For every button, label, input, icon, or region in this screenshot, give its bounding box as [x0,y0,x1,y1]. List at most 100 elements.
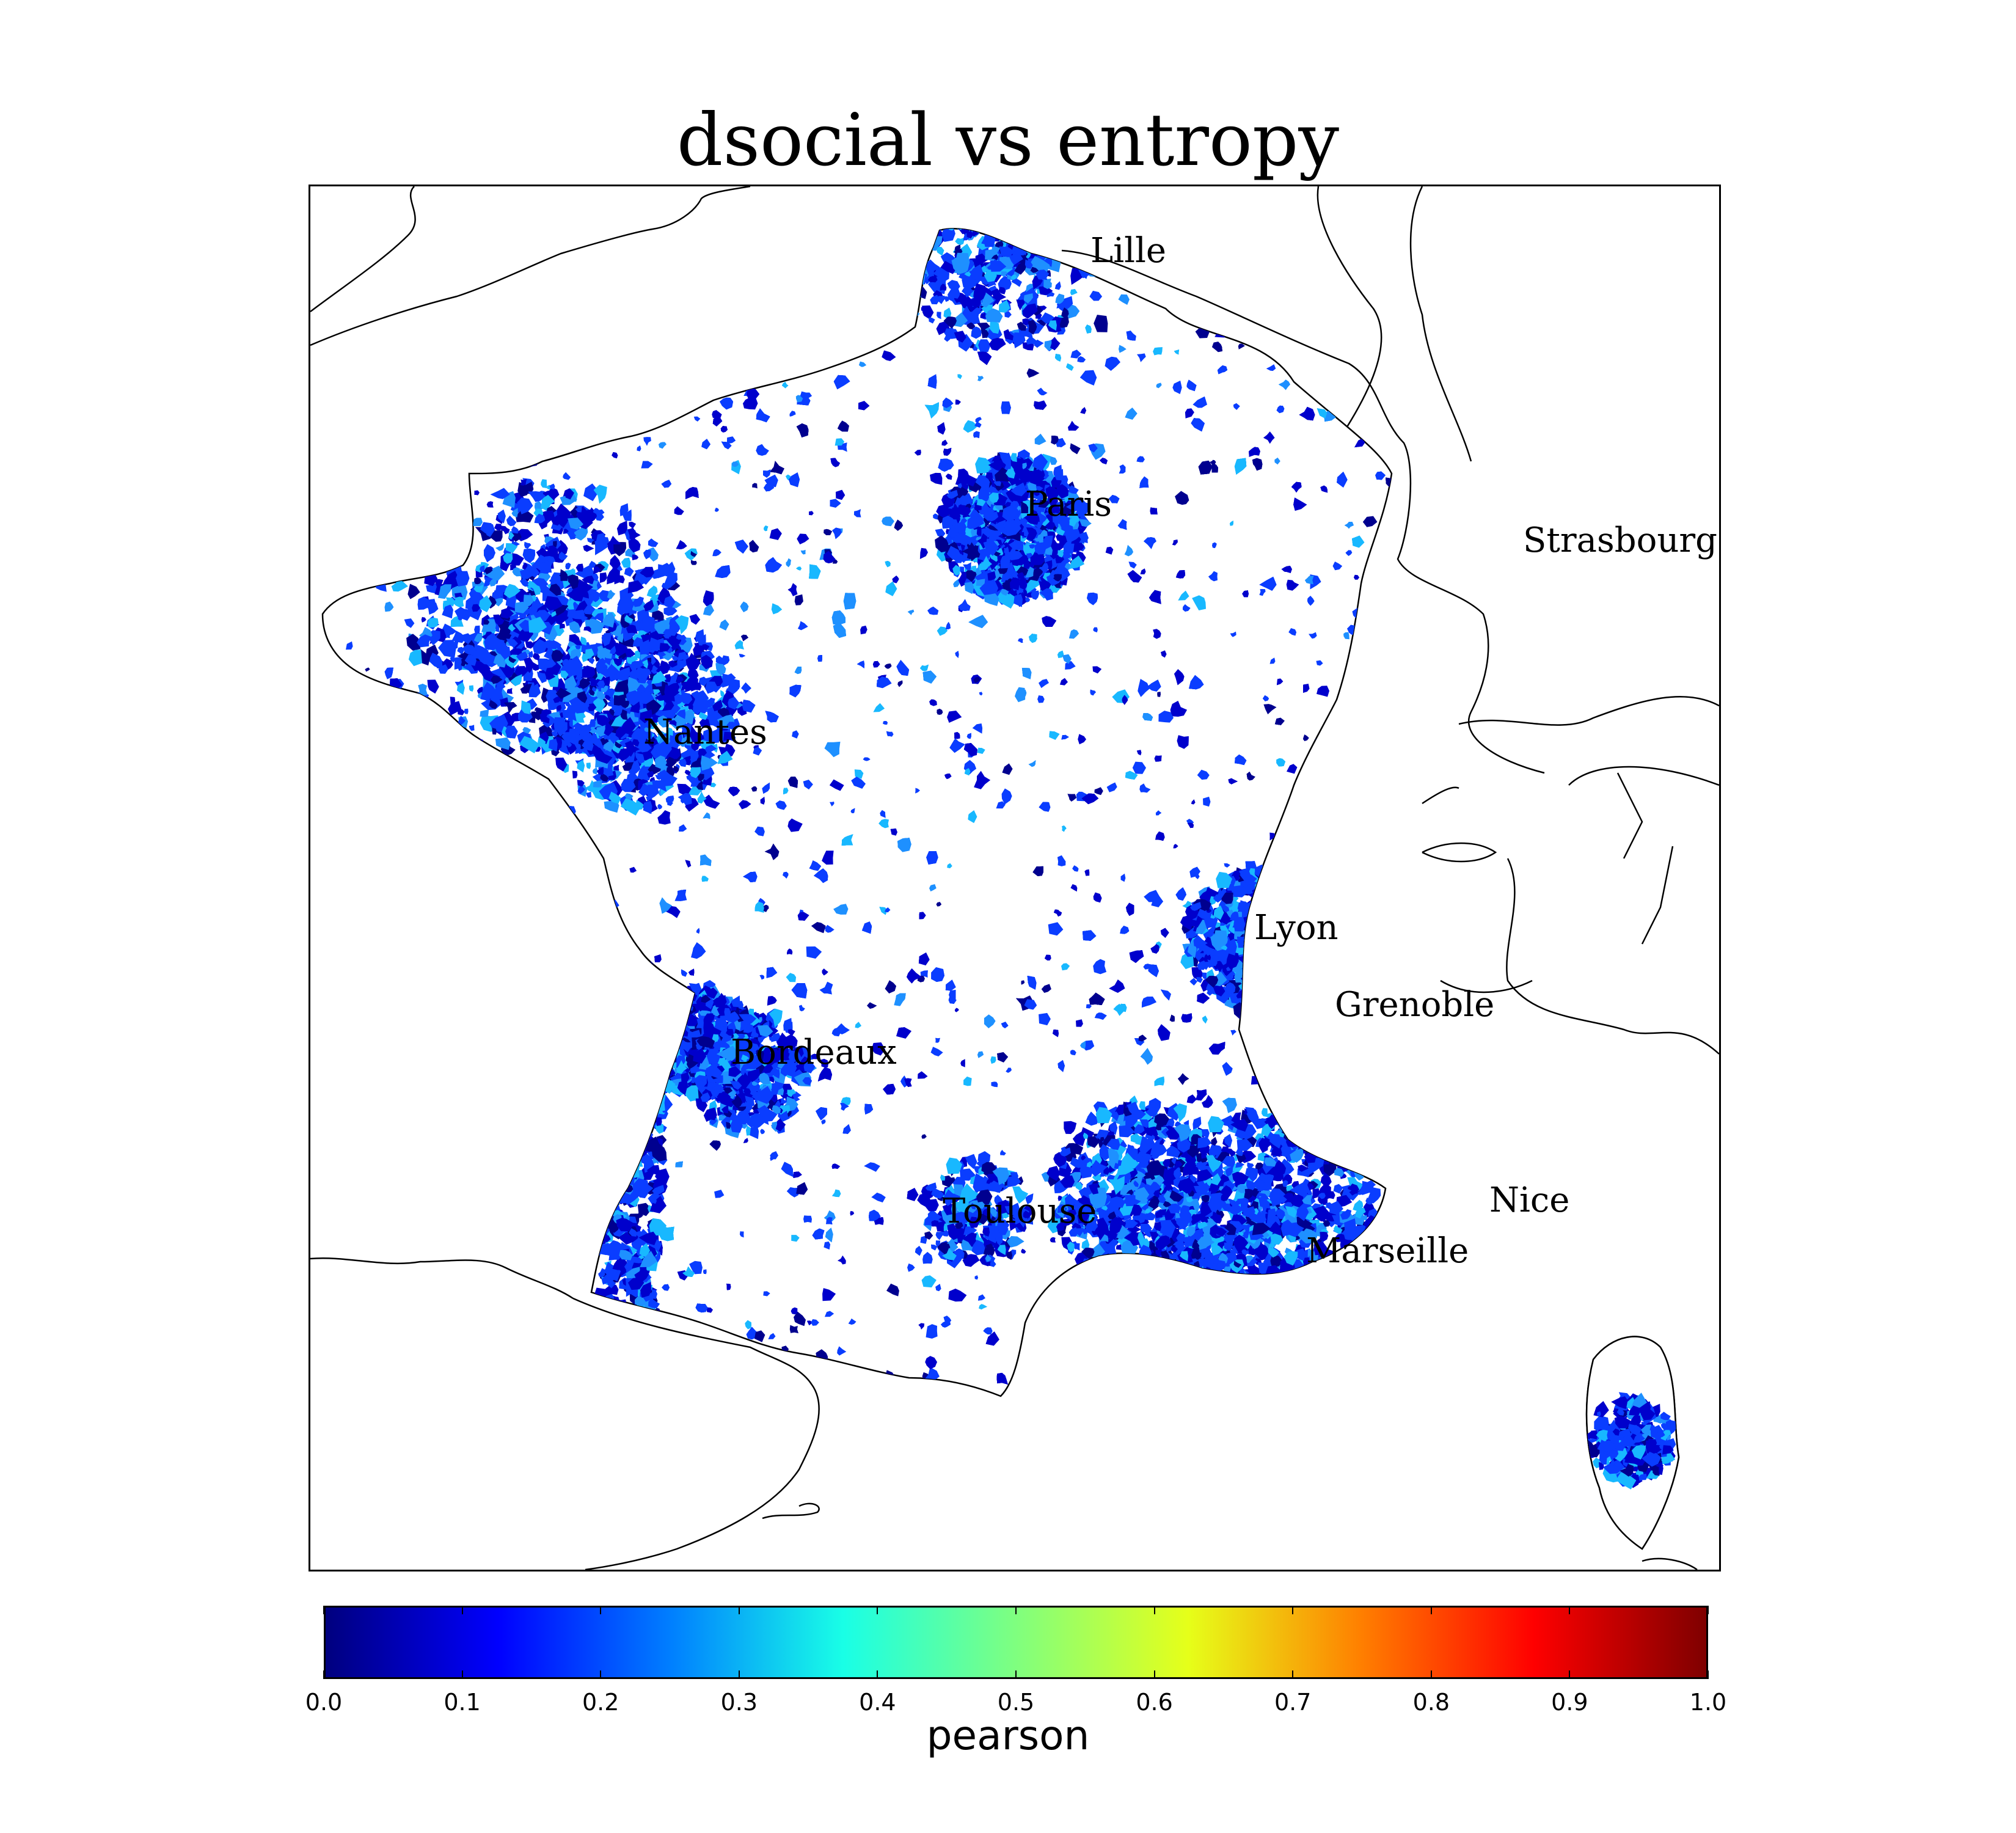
commune-patch [540,1080,546,1086]
commune-patch [792,345,797,348]
commune-patch [1386,1275,1398,1289]
commune-patch [479,804,485,808]
commune-patch [1101,1384,1108,1390]
commune-patch [792,345,797,348]
commune-patch [596,354,612,370]
commune-patch [972,723,983,734]
commune-patch [519,969,537,984]
commune-patch [1363,878,1372,887]
commune-patch [637,1397,650,1409]
commune-patch [589,1315,596,1324]
commune-patch [497,921,503,926]
switzerland-border [1458,695,1719,945]
commune-patch [1382,574,1390,580]
commune-patch [330,517,342,528]
commune-patch [1329,1031,1343,1042]
commune-patch [515,381,524,390]
commune-patch [601,1004,607,1011]
commune-patch [391,319,401,330]
commune-patch [447,503,452,507]
commune-patch [637,1397,650,1409]
commune-patch [506,801,512,804]
commune-patch [1211,232,1218,238]
commune-patch [428,549,437,560]
commune-patch [698,395,706,404]
commune-patch [1139,1325,1144,1330]
commune-patch [822,851,834,865]
commune-patch [447,503,452,507]
commune-patch [428,907,436,916]
commune-patch [668,1331,682,1347]
commune-patch [1372,807,1387,822]
commune-patch [445,1103,453,1113]
commune-patch [1264,1364,1271,1372]
commune-patch [421,1005,429,1013]
commune-patch [561,940,566,945]
commune-patch [535,1369,541,1374]
commune-patch [1106,1362,1117,1372]
commune-patch [575,1063,588,1074]
commune-patch [349,690,357,699]
commune-patch [560,1135,571,1149]
commune-patch [1378,1287,1389,1299]
commune-patch [893,271,898,277]
commune-patch [568,1385,583,1397]
commune-patch [1166,1265,1175,1278]
commune-patch [1356,689,1368,702]
commune-patch [764,302,781,315]
commune-patch [1156,382,1162,389]
commune-patch [474,1374,480,1381]
commune-patch [387,1365,400,1378]
commune-patch [468,779,479,792]
commune-patch [1026,368,1040,378]
commune-patch [328,1169,343,1187]
commune-patch [1186,1358,1200,1374]
commune-patch [433,885,451,900]
commune-patch [786,973,797,982]
commune-patch [1186,1358,1200,1374]
commune-patch [362,711,371,722]
commune-patch [839,240,852,252]
commune-patch [1101,1384,1108,1390]
commune-patch [497,921,503,926]
commune-patch [479,804,485,808]
commune-patch [1372,291,1381,302]
commune-patch [461,849,467,856]
commune-patch [462,1157,470,1164]
commune-patch [1377,863,1390,874]
commune-patch [743,1374,748,1380]
commune-patch [1287,271,1299,285]
commune-patch [1382,1104,1393,1115]
commune-patch [1356,1308,1364,1314]
commune-patch [824,741,841,758]
commune-patch [349,690,357,699]
commune-patch [1222,220,1229,225]
commune-patch [670,229,677,232]
commune-patch [656,1070,666,1081]
commune-patch [346,1215,355,1223]
commune-patch [1315,282,1328,300]
commune-patch [1274,258,1290,271]
commune-patch [494,789,504,799]
commune-patch [478,993,492,1004]
commune-patch [741,284,753,295]
commune-patch [1296,1353,1305,1361]
commune-patch [477,233,492,246]
commune-patch [465,1182,472,1188]
commune-patch [566,1038,578,1050]
commune-patch [340,367,356,380]
commune-patch [369,1278,376,1284]
commune-patch [478,993,492,1004]
commune-patch [560,847,566,853]
commune-patch [1336,412,1342,418]
commune-patch [571,1232,577,1238]
commune-patch [392,1326,403,1334]
commune-patch [390,865,401,874]
commune-patch [456,315,468,326]
commune-patch [955,399,961,405]
commune-patch [493,915,499,921]
commune-patch [323,1013,333,1027]
commune-patch [1377,863,1390,874]
commune-patch [613,1187,620,1193]
commune-patch [547,1083,550,1087]
